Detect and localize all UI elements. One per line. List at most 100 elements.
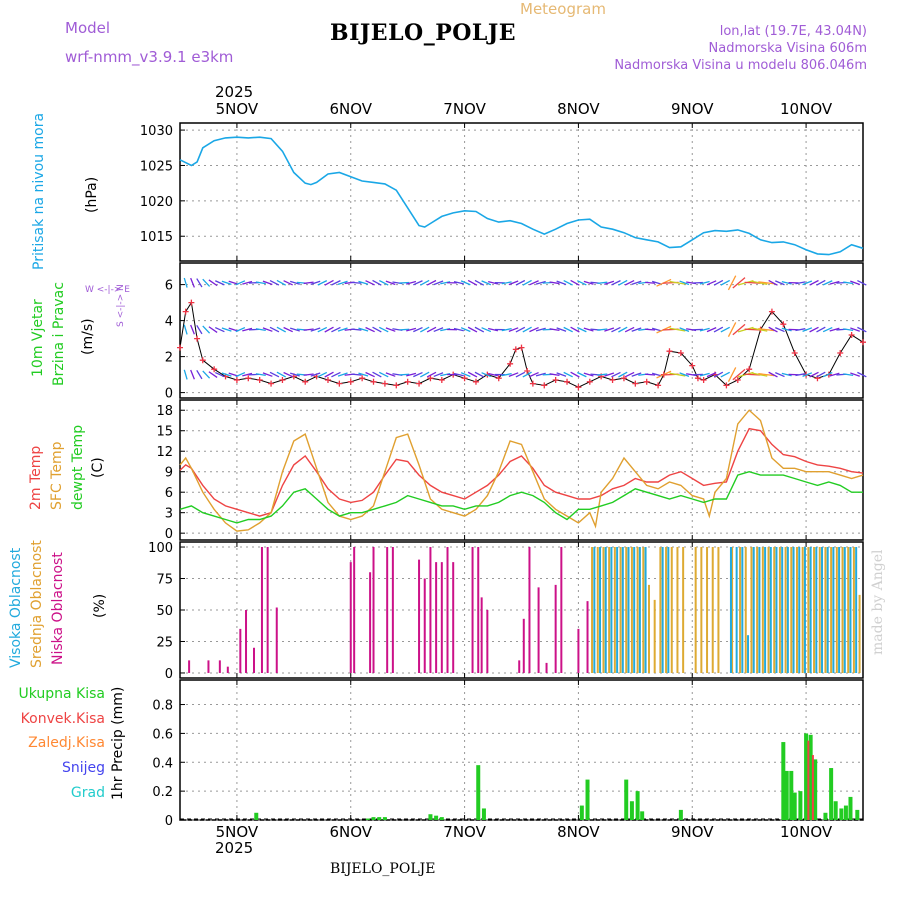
x-tick-label-top: 6NOV [329,100,372,118]
model-name: wrf-nmm_v3.9.1 e3km [65,48,234,66]
clouds-ytick-label: 100 [148,541,173,556]
total-rain-bar [833,801,838,820]
wind-arrow [488,372,499,377]
x-tick-label-top: 7NOV [443,100,486,118]
wind-arrow [467,326,478,333]
total-rain-bar [784,770,789,820]
wind-direction-key: W <-|-> E [85,285,130,295]
wind-arrow [556,280,567,286]
total-rain-bar [635,791,640,820]
wind-arrow [317,280,328,286]
wind-speed-marker [404,378,411,385]
total-rain-bar [585,779,590,820]
total-rain-bar [629,801,634,820]
wind-arrow [618,326,628,333]
wind-arrow [751,280,768,286]
pressure-line [179,136,864,256]
wind-arrow [563,371,573,378]
sfc-temp-line [179,409,864,532]
wind-arrow [768,279,778,286]
wind-arrow [481,280,492,286]
wind-speed-marker [495,375,502,382]
wind-arrow [699,327,710,332]
wind-speed-marker [188,299,195,306]
wind-arrow [857,279,867,286]
wind-arrow [795,328,806,332]
wind-arrow [379,371,389,378]
wind-arrow [337,372,348,377]
wind-arrow [399,328,410,331]
wind-arrows [183,275,867,383]
wind-speed-marker [472,378,479,385]
wind-arrow [202,325,211,334]
wind-arrow [365,326,375,333]
wind-arrow [535,372,546,377]
wind-arrow [624,280,635,286]
wind-arrow [624,371,635,378]
wind-arrow [235,280,246,286]
wind-speed-marker [848,332,855,338]
wind-speed-marker [575,384,582,391]
wind-arrow [426,371,437,378]
wind-arrow [215,280,225,286]
wind-arrow [183,369,188,380]
wind-arrow [857,371,867,378]
wind-speed-marker [233,377,240,383]
footer-station: BIJELO_POLJE [330,861,436,877]
wind-arrow [570,279,580,286]
temperature-ytick-label: 6 [165,486,173,501]
total-rain-bar [839,808,844,820]
temperature-ytick-label: 15 [156,425,173,440]
x-tick-label-bottom: 5NOV [216,823,259,841]
wind-arrow [727,322,737,338]
wind-arrow [208,326,218,333]
total-rain-bar [428,814,433,820]
wind-arrow [467,279,478,286]
precip-ytick-label: 0.8 [152,699,173,714]
wind-arrow [453,372,464,377]
total-rain-bar [843,805,848,820]
wind-arrow [535,280,546,285]
total-rain-bar [781,742,786,820]
wind-arrow [597,373,608,376]
wind-speed-marker [245,375,252,382]
wind-speed-marker [552,377,559,383]
wind-arrow [208,371,218,378]
total-rain-bar [640,811,645,820]
wind-speed-marker [177,344,183,351]
wind-speed-marker [194,335,201,342]
wind-arrow [460,280,471,286]
x-tick-label-top: 9NOV [671,100,714,118]
wind-arrow [460,372,471,378]
wind-arrow [732,368,746,381]
wind-arrow [242,372,253,377]
wind-arrow [768,326,778,333]
total-rain-bar [254,812,259,820]
wind-arrow [413,326,423,333]
wind-arrow [399,281,410,284]
wind-arrow [221,327,232,332]
wind-arrow [597,281,608,285]
wind-speed-marker [700,377,707,383]
wind-arrow [618,371,628,378]
wind-arrow [324,326,334,333]
year-bottom: 2025 [215,839,254,857]
wind-arrow [196,278,203,288]
wind-arrow [310,372,321,377]
wind-arrow [276,371,287,378]
wind-arrow [843,373,854,376]
wind-arrow [529,371,539,378]
wind-arrow [358,280,369,285]
wind-arrow [283,326,293,333]
wind-arrow [651,327,662,332]
total-rain-bar [804,733,809,820]
wind-arrow [337,280,348,285]
conv-rain-bar [807,740,810,820]
wind-arrow [556,372,567,377]
temperature-ytick-label: 3 [165,507,173,522]
wind-ytick-label: 6 [165,279,173,294]
wind-arrow [501,328,512,332]
wind-speed-marker [529,380,536,387]
page-title: BIJELO_POLJE [330,20,517,46]
